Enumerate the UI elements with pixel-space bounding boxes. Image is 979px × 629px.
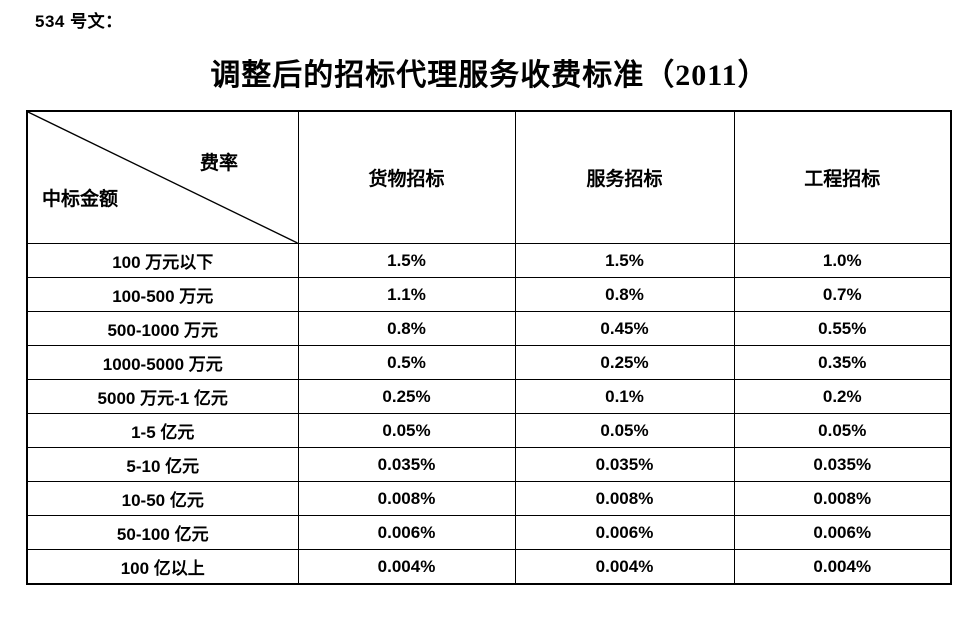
table-row: 100-500 万元 1.1% 0.8% 0.7% xyxy=(26,277,952,312)
goods-rate-cell: 1.5% xyxy=(297,243,516,278)
engineering-rate-cell: 0.55% xyxy=(733,311,952,346)
fee-rate-table: 费率 中标金额 货物招标 服务招标 工程招标 100 万元以下 1.5% 1.5… xyxy=(26,110,952,585)
goods-rate-cell: 0.8% xyxy=(297,311,516,346)
goods-rate-cell: 0.004% xyxy=(297,549,516,585)
service-rate-cell: 0.006% xyxy=(514,515,735,550)
page-title: 调整后的招标代理服务收费标准（2011） xyxy=(210,59,769,92)
engineering-rate-cell: 0.008% xyxy=(733,481,952,516)
amount-range-cell: 100 万元以下 xyxy=(26,243,299,278)
goods-rate-cell: 0.05% xyxy=(297,413,516,448)
goods-rate-cell: 0.008% xyxy=(297,481,516,516)
amount-range-cell: 50-100 亿元 xyxy=(26,515,299,550)
engineering-rate-cell: 0.006% xyxy=(733,515,952,550)
corner-label-rate: 费率 xyxy=(200,153,239,174)
amount-range-cell: 5000 万元-1 亿元 xyxy=(26,379,299,414)
corner-label-amount: 中标金额 xyxy=(42,189,119,210)
table-row: 100 万元以下 1.5% 1.5% 1.0% xyxy=(26,243,952,278)
service-rate-cell: 0.004% xyxy=(514,549,735,585)
engineering-rate-cell: 1.0% xyxy=(733,243,952,278)
amount-range-cell: 100-500 万元 xyxy=(26,277,299,312)
engineering-rate-cell: 0.004% xyxy=(733,549,952,585)
column-header-service: 服务招标 xyxy=(514,110,735,244)
service-rate-cell: 0.035% xyxy=(514,447,735,482)
table-row: 500-1000 万元 0.8% 0.45% 0.55% xyxy=(26,311,952,346)
goods-rate-cell: 1.1% xyxy=(297,277,516,312)
table-row: 1-5 亿元 0.05% 0.05% 0.05% xyxy=(26,413,952,448)
goods-rate-cell: 0.5% xyxy=(297,345,516,380)
table-row: 5000 万元-1 亿元 0.25% 0.1% 0.2% xyxy=(26,379,952,414)
service-rate-cell: 0.05% xyxy=(514,413,735,448)
table-row: 50-100 亿元 0.006% 0.006% 0.006% xyxy=(26,515,952,550)
engineering-rate-cell: 0.035% xyxy=(733,447,952,482)
amount-range-cell: 500-1000 万元 xyxy=(26,311,299,346)
table-row: 100 亿以上 0.004% 0.004% 0.004% xyxy=(26,549,952,585)
goods-rate-cell: 0.25% xyxy=(297,379,516,414)
column-header-goods: 货物招标 xyxy=(297,110,516,244)
amount-range-cell: 1000-5000 万元 xyxy=(26,345,299,380)
document-number-label: 534 号文： xyxy=(35,12,123,31)
corner-header-cell: 费率 中标金额 xyxy=(26,110,299,244)
service-rate-cell: 0.45% xyxy=(514,311,735,346)
table-row: 1000-5000 万元 0.5% 0.25% 0.35% xyxy=(26,345,952,380)
engineering-rate-cell: 0.7% xyxy=(733,277,952,312)
engineering-rate-cell: 0.35% xyxy=(733,345,952,380)
service-rate-cell: 0.008% xyxy=(514,481,735,516)
engineering-rate-cell: 0.05% xyxy=(733,413,952,448)
service-rate-cell: 1.5% xyxy=(514,243,735,278)
goods-rate-cell: 0.006% xyxy=(297,515,516,550)
column-header-engineering: 工程招标 xyxy=(733,110,952,244)
table-header-row: 费率 中标金额 货物招标 服务招标 工程招标 xyxy=(26,110,952,244)
amount-range-cell: 10-50 亿元 xyxy=(26,481,299,516)
engineering-rate-cell: 0.2% xyxy=(733,379,952,414)
service-rate-cell: 0.25% xyxy=(514,345,735,380)
service-rate-cell: 0.8% xyxy=(514,277,735,312)
amount-range-cell: 100 亿以上 xyxy=(26,549,299,585)
amount-range-cell: 1-5 亿元 xyxy=(26,413,299,448)
table-row: 10-50 亿元 0.008% 0.008% 0.008% xyxy=(26,481,952,516)
table-row: 5-10 亿元 0.035% 0.035% 0.035% xyxy=(26,447,952,482)
goods-rate-cell: 0.035% xyxy=(297,447,516,482)
service-rate-cell: 0.1% xyxy=(514,379,735,414)
diagonal-divider-line xyxy=(28,112,298,243)
amount-range-cell: 5-10 亿元 xyxy=(26,447,299,482)
